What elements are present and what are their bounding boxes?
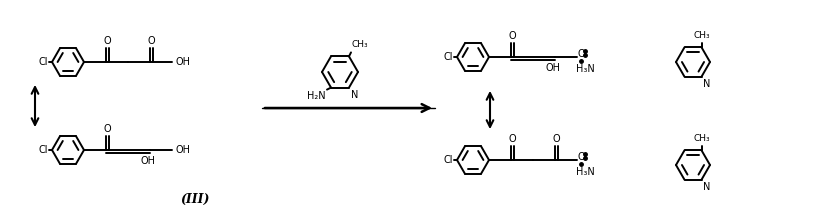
Text: O: O: [508, 134, 516, 144]
Text: Cl: Cl: [443, 52, 453, 62]
Text: OH: OH: [141, 156, 156, 166]
Text: Cl: Cl: [443, 155, 453, 165]
Text: O: O: [508, 31, 516, 41]
Text: H₃N: H₃N: [576, 167, 594, 177]
Text: Cl: Cl: [39, 57, 48, 67]
Text: N: N: [703, 182, 711, 192]
Text: O: O: [578, 152, 586, 162]
Text: N: N: [351, 90, 359, 100]
Text: Cl: Cl: [39, 145, 48, 155]
Text: O: O: [103, 36, 111, 46]
Text: OH: OH: [546, 63, 561, 73]
Text: O: O: [552, 134, 560, 144]
Text: OH: OH: [175, 57, 190, 67]
Text: CH₃: CH₃: [693, 31, 710, 40]
Text: H₂N: H₂N: [308, 91, 326, 101]
Text: (III): (III): [180, 193, 210, 206]
Text: CH₃: CH₃: [351, 40, 368, 50]
Text: N: N: [703, 79, 711, 89]
Text: H₃N: H₃N: [576, 64, 594, 74]
Text: OH: OH: [175, 145, 190, 155]
Text: O: O: [578, 49, 586, 59]
Text: O: O: [147, 36, 155, 46]
Text: O: O: [103, 124, 111, 134]
Text: CH₃: CH₃: [693, 134, 710, 143]
